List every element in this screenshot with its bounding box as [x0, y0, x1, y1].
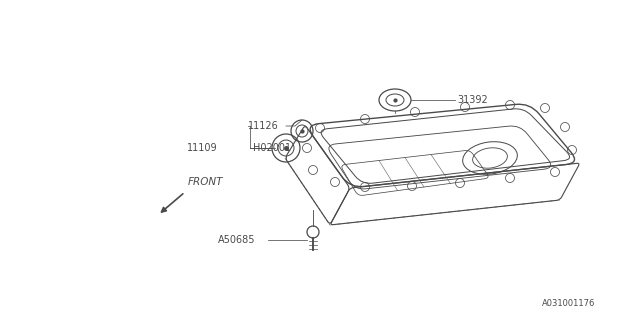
Text: 11109: 11109 [187, 143, 218, 153]
Text: A031001176: A031001176 [541, 299, 595, 308]
Text: 31392: 31392 [457, 95, 488, 105]
Text: FRONT: FRONT [188, 177, 223, 187]
Text: H02001: H02001 [253, 143, 291, 153]
Text: 11126: 11126 [248, 121, 279, 131]
Text: A50685: A50685 [218, 235, 255, 245]
